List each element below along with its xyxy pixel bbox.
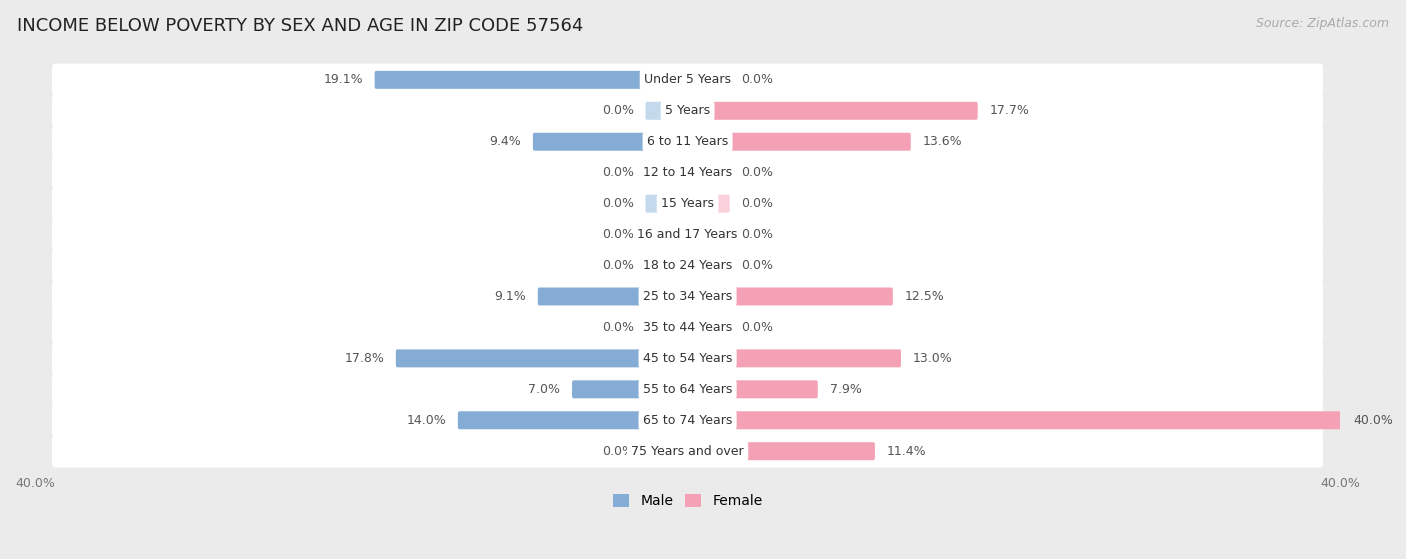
FancyBboxPatch shape	[686, 102, 977, 120]
Text: 0.0%: 0.0%	[602, 321, 634, 334]
FancyBboxPatch shape	[686, 226, 730, 244]
FancyBboxPatch shape	[396, 349, 689, 367]
FancyBboxPatch shape	[686, 380, 818, 399]
Text: 0.0%: 0.0%	[741, 73, 773, 86]
FancyBboxPatch shape	[52, 249, 1323, 282]
Text: 0.0%: 0.0%	[741, 197, 773, 210]
FancyBboxPatch shape	[52, 435, 1323, 467]
FancyBboxPatch shape	[645, 442, 689, 460]
FancyBboxPatch shape	[533, 132, 689, 151]
FancyBboxPatch shape	[52, 280, 1323, 312]
FancyBboxPatch shape	[686, 71, 730, 89]
FancyBboxPatch shape	[52, 187, 1323, 220]
FancyBboxPatch shape	[645, 226, 689, 244]
Text: 0.0%: 0.0%	[602, 166, 634, 179]
Text: 18 to 24 Years: 18 to 24 Years	[643, 259, 733, 272]
Text: 17.7%: 17.7%	[990, 105, 1029, 117]
FancyBboxPatch shape	[52, 94, 1323, 127]
FancyBboxPatch shape	[645, 102, 689, 120]
Text: 17.8%: 17.8%	[344, 352, 384, 365]
FancyBboxPatch shape	[686, 442, 875, 460]
Text: 45 to 54 Years: 45 to 54 Years	[643, 352, 733, 365]
Text: 0.0%: 0.0%	[741, 228, 773, 241]
Text: 13.6%: 13.6%	[922, 135, 962, 148]
FancyBboxPatch shape	[686, 411, 1341, 429]
Text: 7.9%: 7.9%	[830, 383, 862, 396]
Text: 16 and 17 Years: 16 and 17 Years	[637, 228, 738, 241]
Text: 0.0%: 0.0%	[602, 197, 634, 210]
FancyBboxPatch shape	[374, 71, 689, 89]
FancyBboxPatch shape	[52, 404, 1323, 437]
Text: 13.0%: 13.0%	[912, 352, 952, 365]
Text: INCOME BELOW POVERTY BY SEX AND AGE IN ZIP CODE 57564: INCOME BELOW POVERTY BY SEX AND AGE IN Z…	[17, 17, 583, 35]
FancyBboxPatch shape	[52, 64, 1323, 96]
FancyBboxPatch shape	[686, 257, 730, 274]
Text: 0.0%: 0.0%	[602, 228, 634, 241]
Text: 25 to 34 Years: 25 to 34 Years	[643, 290, 733, 303]
FancyBboxPatch shape	[52, 157, 1323, 189]
FancyBboxPatch shape	[686, 164, 730, 182]
Text: 75 Years and over: 75 Years and over	[631, 445, 744, 458]
Text: 6 to 11 Years: 6 to 11 Years	[647, 135, 728, 148]
Text: 65 to 74 Years: 65 to 74 Years	[643, 414, 733, 427]
FancyBboxPatch shape	[686, 287, 893, 305]
FancyBboxPatch shape	[572, 380, 689, 399]
Text: 5 Years: 5 Years	[665, 105, 710, 117]
FancyBboxPatch shape	[52, 342, 1323, 375]
Text: 0.0%: 0.0%	[602, 105, 634, 117]
Text: 15 Years: 15 Years	[661, 197, 714, 210]
Text: 9.1%: 9.1%	[495, 290, 526, 303]
Text: 12 to 14 Years: 12 to 14 Years	[643, 166, 733, 179]
FancyBboxPatch shape	[686, 319, 730, 337]
FancyBboxPatch shape	[52, 311, 1323, 344]
Text: 0.0%: 0.0%	[741, 259, 773, 272]
Text: Under 5 Years: Under 5 Years	[644, 73, 731, 86]
FancyBboxPatch shape	[645, 164, 689, 182]
Text: 7.0%: 7.0%	[529, 383, 561, 396]
FancyBboxPatch shape	[645, 257, 689, 274]
Legend: Male, Female: Male, Female	[607, 489, 768, 514]
Text: 0.0%: 0.0%	[741, 321, 773, 334]
Text: 35 to 44 Years: 35 to 44 Years	[643, 321, 733, 334]
Text: 40.0%: 40.0%	[1354, 414, 1393, 427]
FancyBboxPatch shape	[458, 411, 689, 429]
FancyBboxPatch shape	[52, 125, 1323, 158]
FancyBboxPatch shape	[645, 319, 689, 337]
Text: 11.4%: 11.4%	[887, 445, 927, 458]
Text: 19.1%: 19.1%	[323, 73, 363, 86]
Text: 0.0%: 0.0%	[602, 259, 634, 272]
Text: 55 to 64 Years: 55 to 64 Years	[643, 383, 733, 396]
FancyBboxPatch shape	[52, 219, 1323, 251]
Text: 9.4%: 9.4%	[489, 135, 522, 148]
FancyBboxPatch shape	[538, 287, 689, 305]
FancyBboxPatch shape	[686, 132, 911, 151]
Text: 0.0%: 0.0%	[602, 445, 634, 458]
Text: 12.5%: 12.5%	[904, 290, 945, 303]
Text: 0.0%: 0.0%	[741, 166, 773, 179]
Text: 14.0%: 14.0%	[406, 414, 446, 427]
Text: Source: ZipAtlas.com: Source: ZipAtlas.com	[1256, 17, 1389, 30]
FancyBboxPatch shape	[645, 195, 689, 212]
FancyBboxPatch shape	[686, 195, 730, 212]
FancyBboxPatch shape	[52, 373, 1323, 406]
FancyBboxPatch shape	[686, 349, 901, 367]
